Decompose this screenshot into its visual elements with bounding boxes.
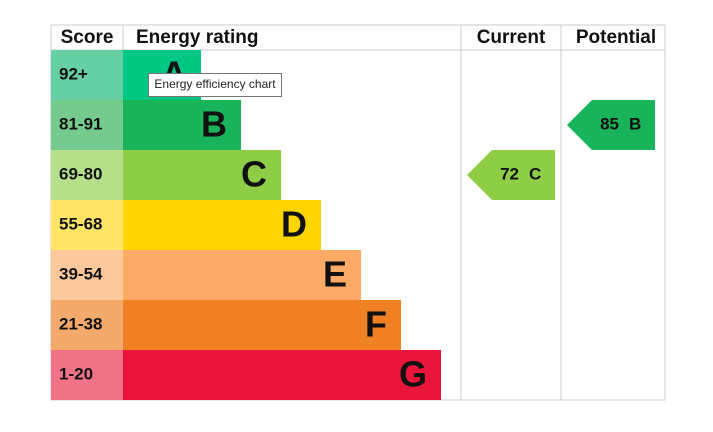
score-cell bbox=[51, 250, 123, 300]
rating-letter: C bbox=[241, 154, 267, 195]
score-label: 21-38 bbox=[59, 314, 102, 333]
score-label: 69-80 bbox=[59, 164, 102, 183]
potential-arrow bbox=[567, 100, 655, 150]
rating-letter: B bbox=[201, 104, 227, 145]
rating-bar bbox=[123, 350, 441, 400]
tooltip-box bbox=[148, 73, 282, 97]
potential-rating: B bbox=[629, 114, 641, 133]
potential-score: 85 bbox=[600, 114, 619, 133]
rating-letter: G bbox=[399, 354, 427, 395]
rating-bar bbox=[123, 250, 361, 300]
rating-letter: E bbox=[323, 254, 347, 295]
score-cell bbox=[51, 50, 123, 100]
tooltip-text: Energy efficiency chart bbox=[154, 77, 276, 91]
header-score: Score bbox=[61, 27, 114, 48]
header-rating: Energy rating bbox=[136, 27, 258, 48]
score-cell bbox=[51, 300, 123, 350]
rating-letter: D bbox=[281, 204, 307, 245]
score-cell bbox=[51, 150, 123, 200]
score-label: 55-68 bbox=[59, 214, 102, 233]
rating-letter: F bbox=[365, 304, 387, 345]
current-score: 72 bbox=[500, 164, 519, 183]
score-label: 1-20 bbox=[59, 364, 93, 383]
score-cell bbox=[51, 350, 123, 400]
score-label: 92+ bbox=[59, 64, 88, 83]
current-rating: C bbox=[529, 164, 541, 183]
score-cell bbox=[51, 100, 123, 150]
rating-bar bbox=[123, 100, 241, 150]
header-potential: Potential bbox=[576, 27, 656, 48]
rating-bar bbox=[123, 150, 281, 200]
current-arrow bbox=[467, 150, 555, 200]
tooltip: Energy efficiency chart bbox=[148, 73, 282, 97]
rating-bar bbox=[123, 300, 401, 350]
rating-bar bbox=[123, 200, 321, 250]
header-current: Current bbox=[477, 27, 546, 48]
score-cell bbox=[51, 200, 123, 250]
score-label: 81-91 bbox=[59, 114, 102, 133]
score-label: 39-54 bbox=[59, 264, 103, 283]
arrows: 72 C 85 B bbox=[467, 100, 655, 200]
